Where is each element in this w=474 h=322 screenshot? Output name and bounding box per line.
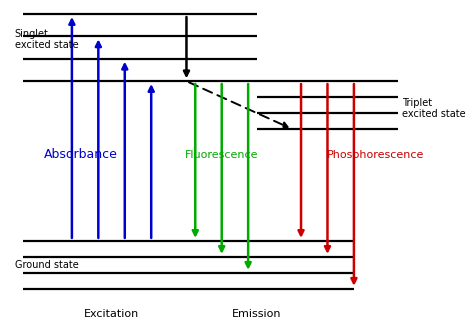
Text: Absorbance: Absorbance <box>44 148 118 161</box>
Text: Excitation: Excitation <box>84 309 139 319</box>
Text: Phosphorescence: Phosphorescence <box>327 150 425 160</box>
Text: Triplet
excited state: Triplet excited state <box>402 98 466 119</box>
Text: Fluorescence: Fluorescence <box>185 150 258 160</box>
Text: Emission: Emission <box>232 309 282 319</box>
Text: Ground state: Ground state <box>15 260 78 270</box>
Text: Singlet
excited state: Singlet excited state <box>15 29 78 51</box>
